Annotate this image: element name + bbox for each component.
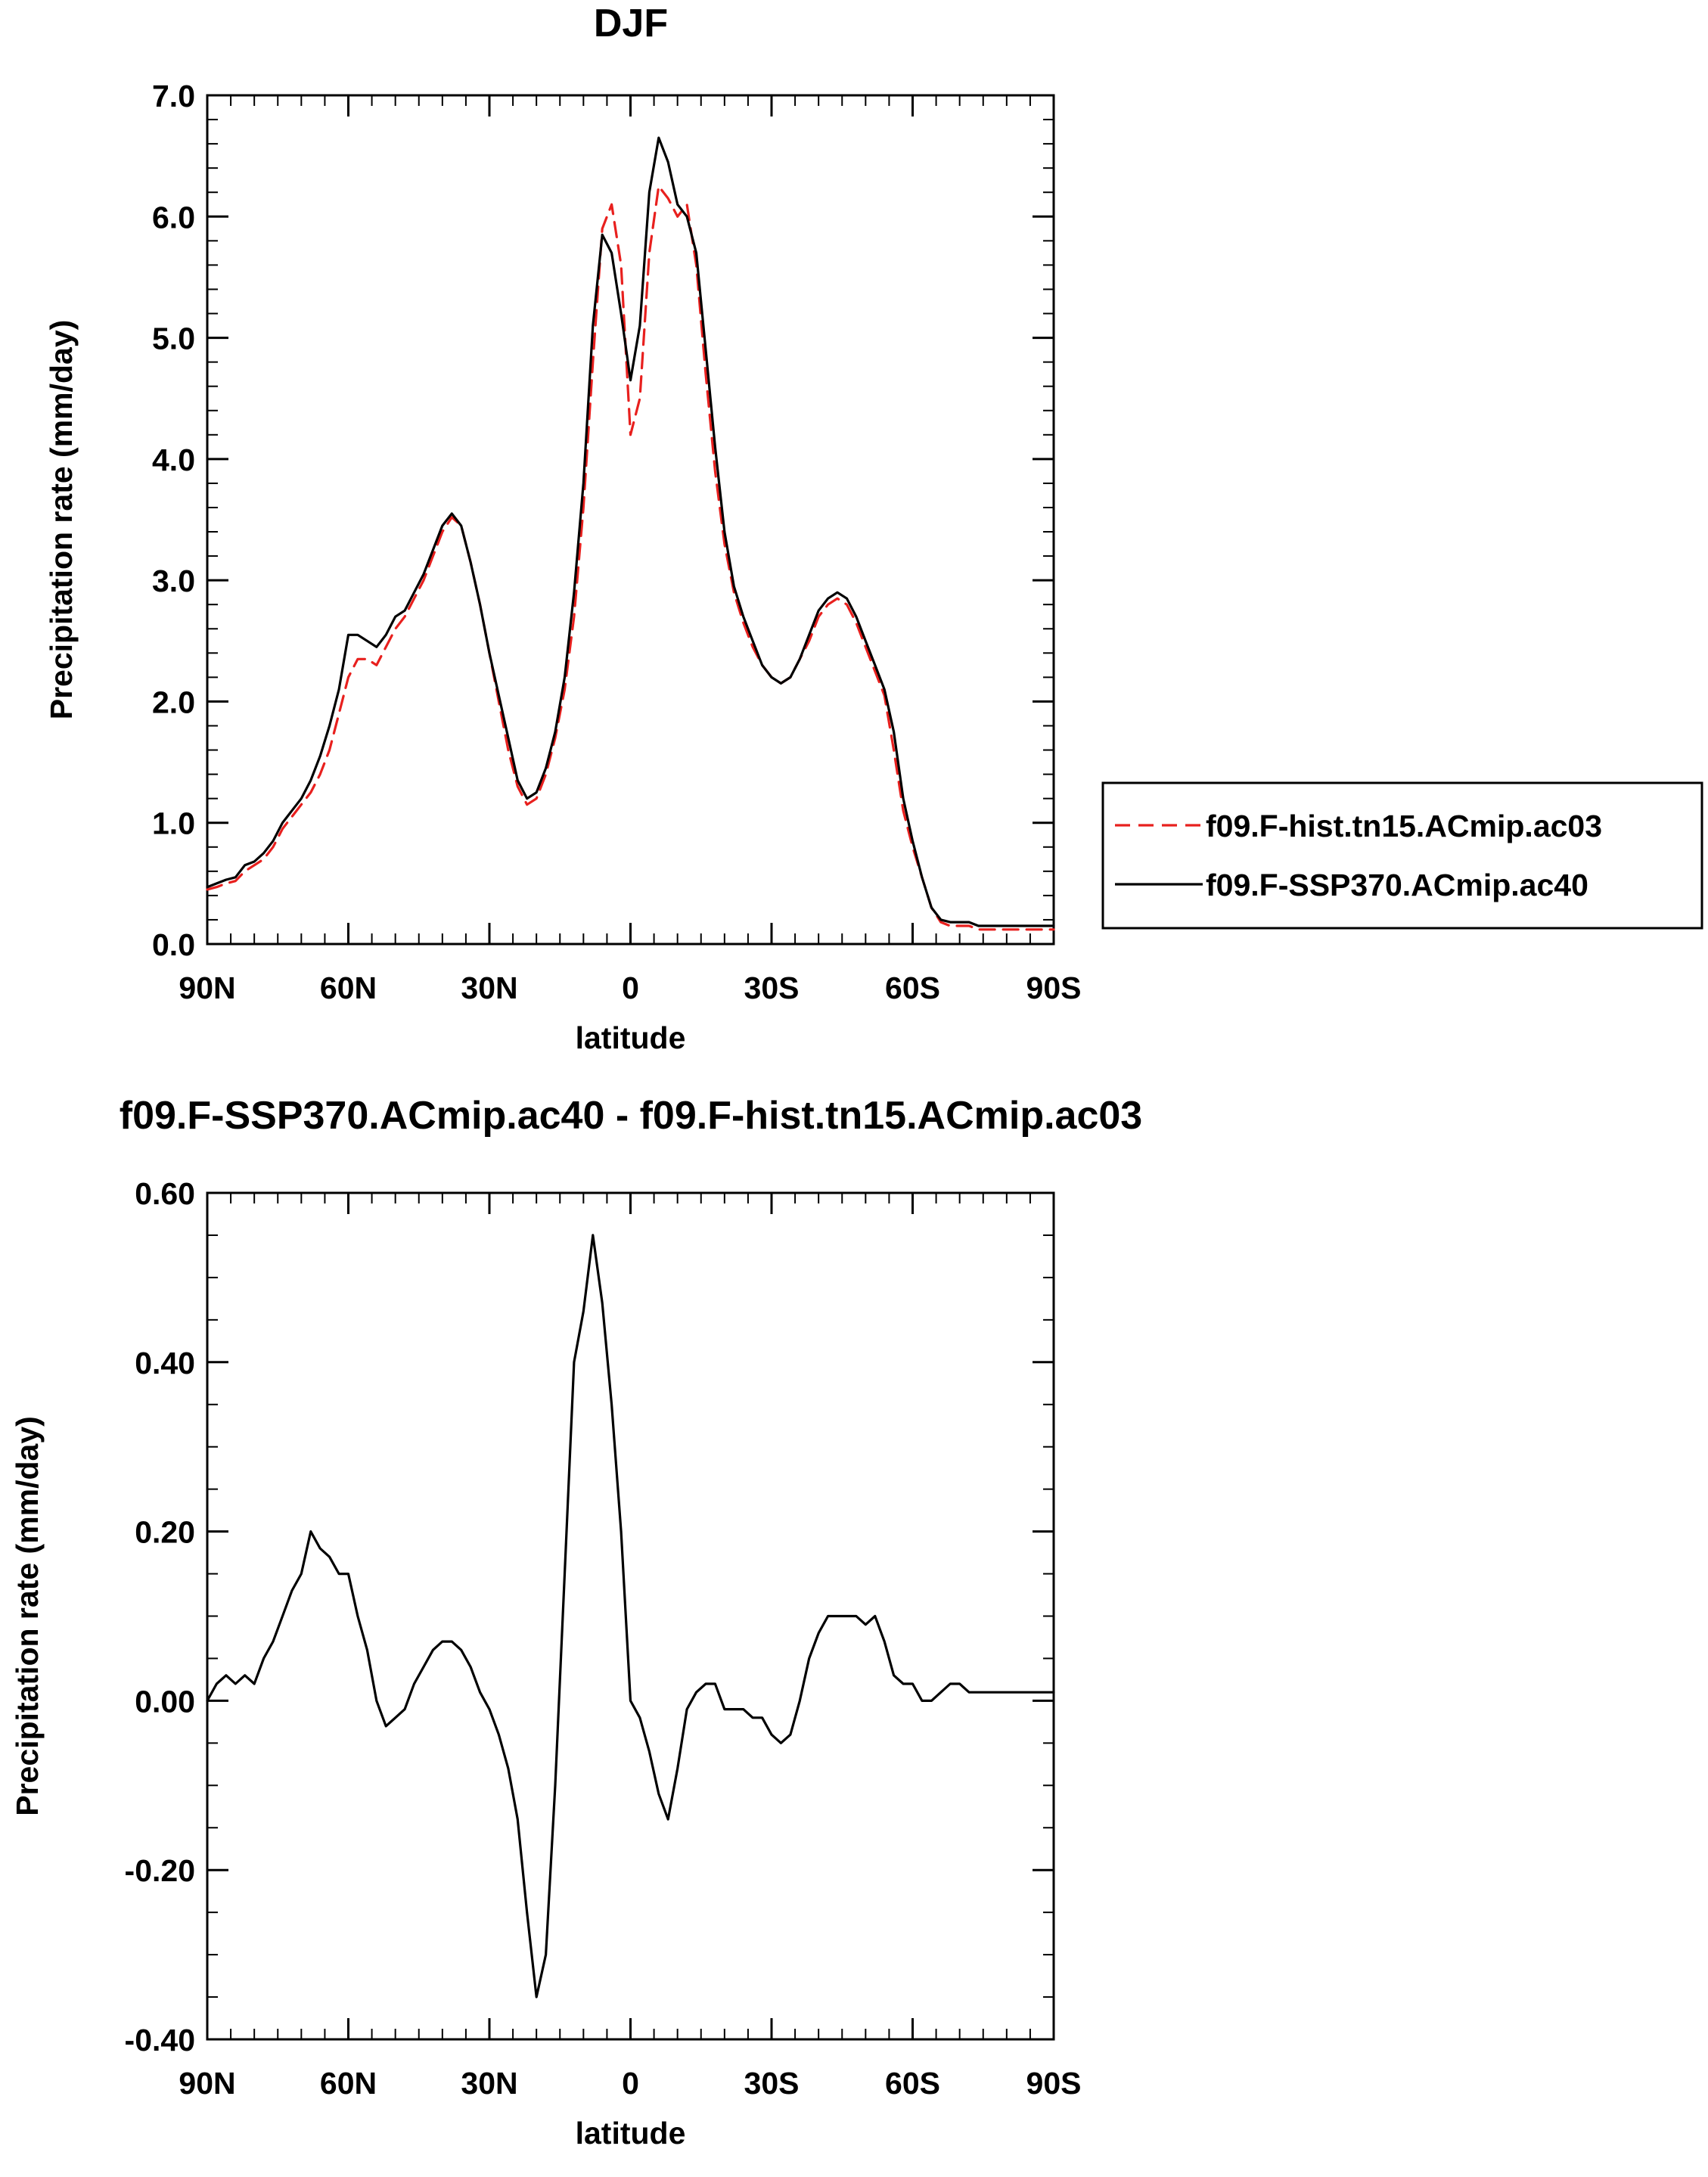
y-tick-label: 0.0	[152, 927, 195, 962]
legend-label-hist: f09.F-hist.tn15.ACmip.ac03	[1206, 809, 1602, 843]
legend-label-ssp370: f09.F-SSP370.ACmip.ac40	[1206, 868, 1588, 902]
plot-frame	[206, 94, 1055, 946]
plot-frame	[206, 1191, 1055, 2041]
chart-title: f09.F-SSP370.ACmip.ac40 - f09.F-hist.tn1…	[120, 1094, 1142, 1138]
x-tick-label: 90N	[179, 2066, 235, 2101]
y-tick-label: 6.0	[152, 200, 195, 234]
y-tick-label: 0.40	[135, 1346, 195, 1380]
legend-box	[1101, 781, 1703, 930]
y-axis-label: Precipitation rate (mm/day)	[44, 320, 79, 720]
y-tick-label: 3.0	[152, 564, 195, 598]
series-line-ssp370	[206, 136, 1055, 927]
y-tick-label: -0.20	[125, 1853, 195, 1888]
y-tick-label: 0.60	[135, 1176, 195, 1211]
x-tick-label: 60N	[320, 970, 377, 1005]
x-tick-label: 30S	[744, 970, 800, 1005]
x-tick-label: 0	[622, 970, 639, 1005]
x-tick-label: 90N	[179, 970, 235, 1005]
y-tick-label: 7.0	[152, 79, 195, 113]
series-line-difference	[206, 1234, 1055, 1998]
x-tick-label: 90S	[1026, 970, 1082, 1005]
top-panel-precip-djf: 0.0 1.0 2.0 3.0 4.0 5.0 6.0 7.0 90N 60N 30N 0 30S 60S…	[44, 2, 1081, 1055]
y-axis-label: Precipitation rate (mm/day)	[10, 1416, 45, 1816]
y-tick-label: 1.0	[152, 806, 195, 841]
y-tick-label: 2.0	[152, 685, 195, 719]
y-tick-label: 5.0	[152, 321, 195, 356]
x-tick-label: 60S	[885, 2066, 940, 2101]
x-tick-label: 90S	[1026, 2066, 1082, 2101]
x-axis-label: latitude	[576, 1020, 686, 1055]
y-tick-label: -0.40	[125, 2023, 195, 2057]
x-tick-label: 30N	[461, 2066, 517, 2101]
x-tick-label: 30N	[461, 970, 517, 1005]
x-tick-label: 0	[622, 2066, 639, 2101]
x-tick-label: 30S	[744, 2066, 800, 2101]
x-tick-label: 60S	[885, 970, 940, 1005]
series-line-hist	[206, 185, 1055, 931]
legend: f09.F-hist.tn15.ACmip.ac03 f09.F-SSP370.A…	[1101, 781, 1703, 930]
y-tick-label: 0.00	[135, 1684, 195, 1719]
chart-title: DJF	[594, 2, 668, 45]
y-tick-label: 0.20	[135, 1515, 195, 1550]
x-tick-label: 60N	[320, 2066, 377, 2101]
y-tick-label: 4.0	[152, 443, 195, 477]
bottom-panel-difference: -0.40 -0.20 0.00 0.20 0.40 0.60 90N 60N 30N 0 30S 6…	[10, 1094, 1142, 2151]
x-axis-label: latitude	[576, 2116, 686, 2151]
